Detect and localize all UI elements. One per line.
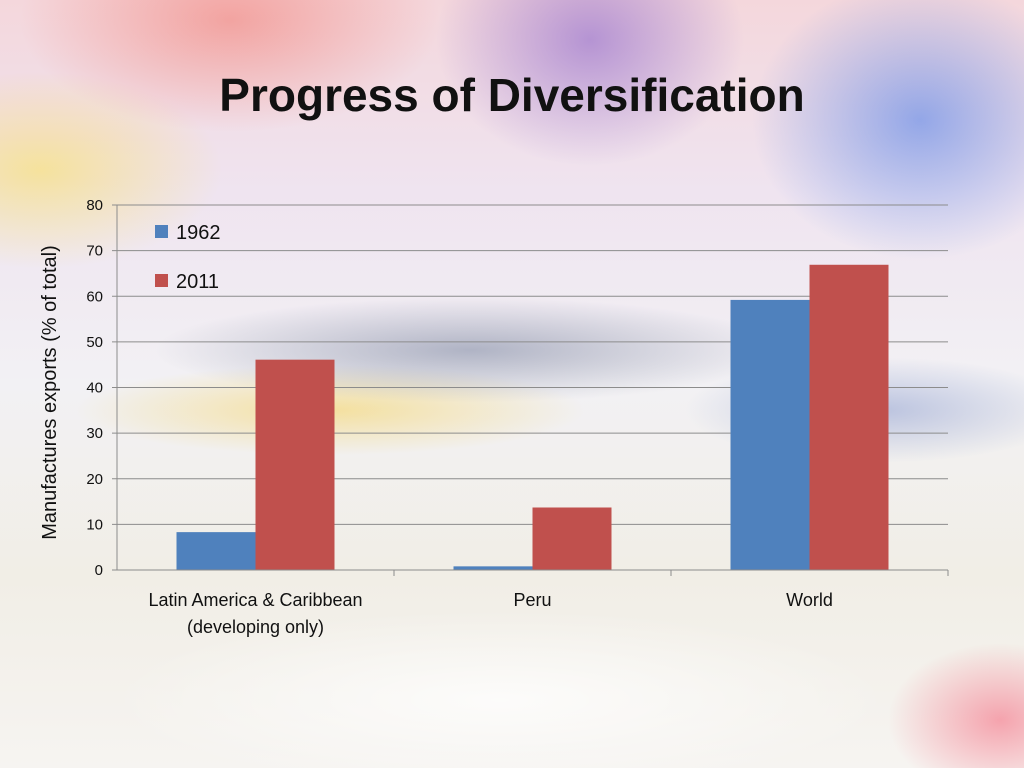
y-tick-label: 60 xyxy=(86,288,103,305)
y-tick-label: 30 xyxy=(86,425,103,442)
legend-swatch-2011 xyxy=(155,274,168,287)
y-tick-label: 40 xyxy=(86,380,103,397)
x-category-label: Peru xyxy=(513,590,551,610)
y-tick-label: 10 xyxy=(86,516,103,533)
bar-2011-0 xyxy=(255,359,335,570)
y-tick-label: 80 xyxy=(86,197,103,214)
bar-1962-2 xyxy=(730,299,810,570)
slide-title: Progress of Diversification xyxy=(219,69,805,121)
y-tick-label: 70 xyxy=(86,243,103,260)
legend-label-1962: 1962 xyxy=(176,222,221,244)
y-tick-label: 20 xyxy=(86,471,103,488)
y-tick-label: 0 xyxy=(95,562,103,579)
bars xyxy=(176,264,889,570)
bar-1962-1 xyxy=(453,566,533,570)
legend-swatch-1962 xyxy=(155,225,168,238)
legend-label-2011: 2011 xyxy=(176,271,219,293)
x-category-label: (developing only) xyxy=(187,617,324,637)
x-category-label: World xyxy=(786,590,833,610)
bar-2011-2 xyxy=(809,264,889,570)
bar-1962-0 xyxy=(176,532,256,570)
y-axis-title: Manufactures exports (% of total) xyxy=(39,245,61,540)
bar-2011-1 xyxy=(532,507,612,570)
axes: 0 10 20 30 40 50 60 70 80 Latin America & Caribbe… xyxy=(39,197,949,637)
y-tick-label: 50 xyxy=(86,334,103,351)
legend: 1962 2011 xyxy=(155,222,221,293)
x-category-label: Latin America & Caribbean xyxy=(148,590,362,610)
